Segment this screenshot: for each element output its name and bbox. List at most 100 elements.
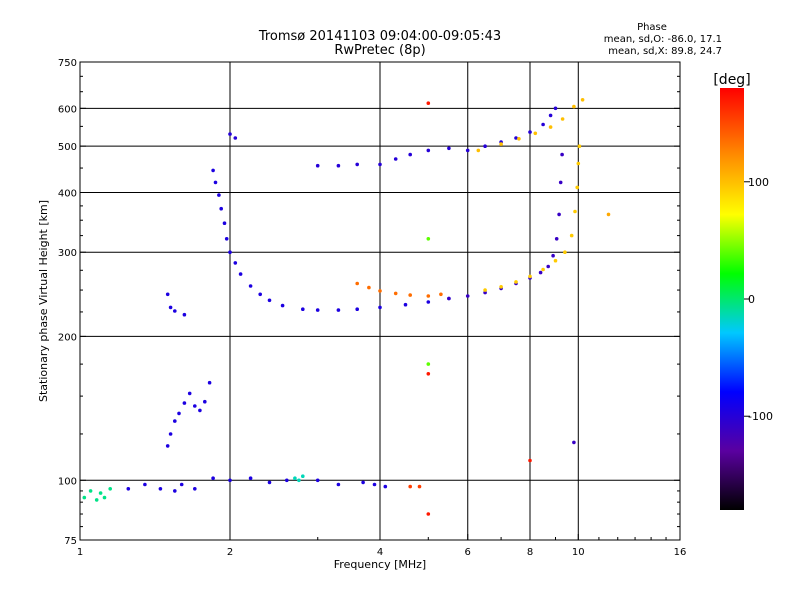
y-axis: 75 100 200 300 400 500 600 750: [58, 58, 680, 547]
echo-point: [393, 291, 398, 296]
phase-info-o: mean, sd,O: -86.0, 17.1: [604, 34, 722, 45]
echo-point: [367, 285, 371, 290]
echo-point: [233, 261, 238, 265]
echo-point: [575, 185, 579, 190]
echo-point: [102, 495, 107, 500]
y-tick-label: 600: [58, 104, 77, 115]
echo-point: [378, 162, 382, 167]
echo-point: [207, 380, 212, 385]
echo-point: [538, 270, 543, 275]
echo-point: [577, 144, 582, 148]
echo-point: [576, 161, 581, 166]
echo-point: [499, 285, 503, 289]
echo-point: [408, 152, 413, 157]
grid-lines: [80, 62, 680, 540]
echo-point: [408, 484, 413, 489]
echo-point: [563, 250, 567, 254]
x-tick-label: 6: [465, 547, 471, 558]
echo-point: [528, 458, 532, 463]
echo-point: [378, 305, 382, 310]
echo-point: [301, 307, 305, 312]
y-tick-label: 100: [58, 476, 77, 487]
y-tick-label: 500: [58, 142, 77, 153]
echo-point: [528, 274, 532, 279]
echo-point: [173, 419, 177, 423]
echo-point: [553, 258, 558, 263]
echo-point: [165, 292, 170, 297]
colorbar-tick-label: 0: [748, 293, 755, 306]
echo-point: [248, 284, 253, 288]
chart-subtitle: RwPretec (8p): [334, 43, 425, 58]
echo-point: [108, 487, 112, 491]
echo-point: [355, 307, 360, 312]
echo-point: [297, 478, 301, 483]
echo-point: [417, 484, 422, 489]
echo-point: [301, 474, 305, 479]
echo-point: [426, 237, 431, 241]
echo-point: [217, 193, 221, 197]
echo-point: [211, 168, 215, 173]
echo-point: [548, 113, 553, 118]
echo-point: [447, 296, 451, 301]
echo-point: [541, 267, 545, 272]
echo-point: [182, 312, 187, 317]
echo-point: [426, 294, 431, 298]
echo-point: [403, 302, 408, 307]
x-tick-label: 2: [227, 547, 233, 558]
echo-point: [514, 136, 518, 140]
echo-point: [248, 476, 253, 481]
colorbar-label: [deg]: [713, 72, 750, 88]
echo-point: [238, 272, 243, 276]
echo-point: [355, 281, 360, 286]
y-axis-label: Stationary phase Virtual Height [km]: [37, 200, 50, 402]
echo-point: [557, 212, 561, 217]
echo-point: [408, 293, 413, 297]
echo-point: [372, 482, 377, 487]
echo-point: [336, 482, 341, 487]
echo-point: [426, 300, 431, 304]
echo-point: [426, 512, 431, 516]
echo-point: [98, 491, 103, 495]
echo-point: [569, 233, 574, 238]
colorbar-tick-label: -100: [748, 410, 773, 423]
echo-point: [213, 180, 218, 185]
echo-point: [483, 144, 487, 148]
echo-point: [361, 480, 365, 485]
echo-point: [168, 305, 173, 310]
colorbar-ticks: 100 0 -100: [744, 176, 773, 423]
phase-info-title: Phase: [637, 22, 667, 33]
x-axis-label: Frequency [MHz]: [334, 558, 426, 571]
echo-point: [198, 408, 202, 413]
echo-point: [476, 148, 481, 153]
echo-point: [193, 404, 197, 408]
echo-point: [517, 137, 521, 141]
echo-point: [228, 478, 232, 483]
echo-point: [182, 401, 187, 405]
echo-point: [173, 489, 177, 493]
chart-title: Tromsø 20141103 09:04:00-09:05:43: [258, 29, 501, 44]
echo-point: [572, 104, 576, 109]
echo-point: [378, 289, 382, 293]
echo-point: [499, 142, 503, 146]
echo-point: [558, 180, 563, 185]
echo-point: [94, 498, 99, 502]
echo-point: [143, 482, 147, 487]
echo-point: [572, 440, 576, 445]
echo-point: [465, 294, 470, 298]
echo-point: [193, 487, 197, 491]
y-tick-label: 300: [58, 248, 77, 259]
x-axis: 1 2 4 6 8 10 16: [77, 534, 687, 558]
echo-point: [228, 132, 232, 136]
echo-point: [177, 411, 181, 416]
echo-point: [393, 157, 398, 161]
y-tick-label: 200: [58, 332, 77, 343]
echo-point: [426, 362, 431, 366]
echo-point: [179, 482, 184, 487]
echo-point: [541, 122, 545, 127]
echo-point: [447, 146, 451, 151]
x-tick-label: 16: [674, 547, 687, 558]
echo-point: [383, 484, 388, 489]
colorbar-tick-label: 100: [748, 176, 769, 189]
echo-point: [465, 148, 470, 153]
x-tick-label: 4: [377, 547, 383, 558]
